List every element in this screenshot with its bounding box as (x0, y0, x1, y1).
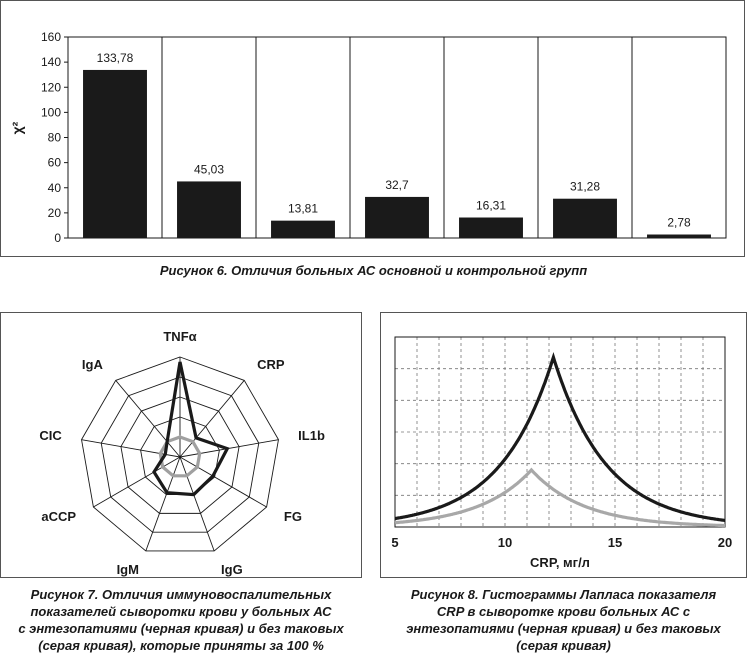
bar (459, 217, 523, 238)
laplace-chart: 5 10 15 20 CRP, мг/л (380, 312, 747, 578)
figure-6-caption: Рисунок 6. Отличия больных АС основной и… (159, 263, 588, 278)
bar (177, 181, 241, 238)
radar-series (158, 435, 202, 478)
radar-axis-label: CIC (39, 428, 62, 443)
y-tick-label: 20 (48, 206, 62, 220)
radar-axis-label: aCCP (41, 509, 76, 524)
x-tick-label: 15 (608, 535, 622, 550)
bar (83, 69, 147, 238)
bar-value-label: 31,28 (570, 180, 600, 194)
radar-spoke (179, 456, 267, 508)
caption-line: энтезопатиями (черная кривая) и без тако… (406, 621, 721, 636)
laplace-curve (394, 467, 725, 528)
bar-value-label: 45,03 (194, 162, 224, 176)
bar (271, 220, 335, 238)
caption-line: (серая кривая), которые приняты за 100 % (38, 638, 324, 653)
bar (365, 196, 429, 238)
caption-line: (серая кривая) (516, 638, 611, 653)
radar-spoke (145, 456, 181, 552)
bar-value-label: 133,78 (97, 51, 134, 65)
radar-axis-label: IgG (221, 562, 243, 577)
radar-ring (120, 396, 240, 514)
caption-line: Рисунок 8. Гистограммы Лапласа показател… (410, 587, 717, 602)
caption-line: Рисунок 7. Отличия иммуновоспалительных (30, 587, 332, 602)
y-tick-label: 100 (41, 105, 61, 119)
radar-chart: TNFα CRP IL1b FG IgG IgM aCCP CIC IgA (0, 312, 362, 578)
bar-chart: 0 20 40 60 80 100 120 140 160 χ² 133,78 45,03 13,81 3… (0, 0, 745, 257)
radar-spoke (179, 456, 215, 552)
bar (647, 234, 711, 238)
y-tick-label: 160 (41, 30, 61, 44)
radar-spoke (93, 456, 181, 508)
y-tick-label: 120 (41, 80, 61, 94)
caption-line: показателей сыворотки крови у больных АС (30, 604, 332, 619)
bar-value-label: 13,81 (288, 202, 318, 216)
caption-line: CRP в сыворотке крови больных АС с (436, 604, 691, 619)
bar-value-label: 32,7 (385, 178, 409, 192)
bar-value-label: 2,78 (667, 216, 691, 230)
figure-8-panel: 5 10 15 20 CRP, мг/л Рисунок 8. Гистограммы … (380, 312, 747, 666)
radar-axis-label: IgM (117, 562, 139, 577)
x-tick-label: 20 (718, 535, 732, 550)
radar-axis-label: IL1b (298, 428, 325, 443)
radar-series (152, 361, 230, 497)
plot-area (394, 336, 726, 528)
y-tick-label: 80 (48, 131, 62, 145)
figure-8-frame (380, 312, 747, 578)
figure-6-frame (0, 0, 745, 257)
radar-axis-label: TNFα (163, 329, 196, 344)
radar-axis-label: IgA (82, 357, 104, 372)
figure-7-panel: TNFα CRP IL1b FG IgG IgM aCCP CIC IgA Рисунок 7.… (0, 312, 362, 666)
radar-ring (81, 356, 279, 552)
y-tick-label: 60 (48, 156, 62, 170)
figure-7-caption: Рисунок 7. Отличия иммуновоспалительных … (0, 586, 362, 654)
y-tick-label: 140 (41, 55, 61, 69)
radar-axis-label: CRP (257, 357, 285, 372)
y-tick-label: 40 (48, 181, 62, 195)
radar-ring (100, 376, 260, 533)
figure-6-panel: 0 20 40 60 80 100 120 140 160 χ² 133,78 45,03 13,81 3… (0, 0, 747, 290)
x-tick-label: 10 (498, 535, 512, 550)
radar-axis-label: FG (284, 509, 302, 524)
figure-8-caption: Рисунок 8. Гистограммы Лапласа показател… (380, 586, 747, 654)
bar (553, 198, 617, 238)
figure-7-frame (0, 312, 362, 578)
caption-line: с энтезопатиями (черная кривая) и без та… (18, 621, 344, 636)
y-axis-label: χ² (9, 121, 25, 134)
bar-value-label: 16,31 (476, 199, 506, 213)
y-tick-label: 0 (54, 231, 61, 245)
x-axis-label: CRP, мг/л (530, 555, 590, 570)
x-tick-label: 5 (391, 535, 398, 550)
radar-spoke (179, 380, 245, 458)
radar-spoke (115, 380, 181, 458)
laplace-curve (394, 352, 726, 522)
